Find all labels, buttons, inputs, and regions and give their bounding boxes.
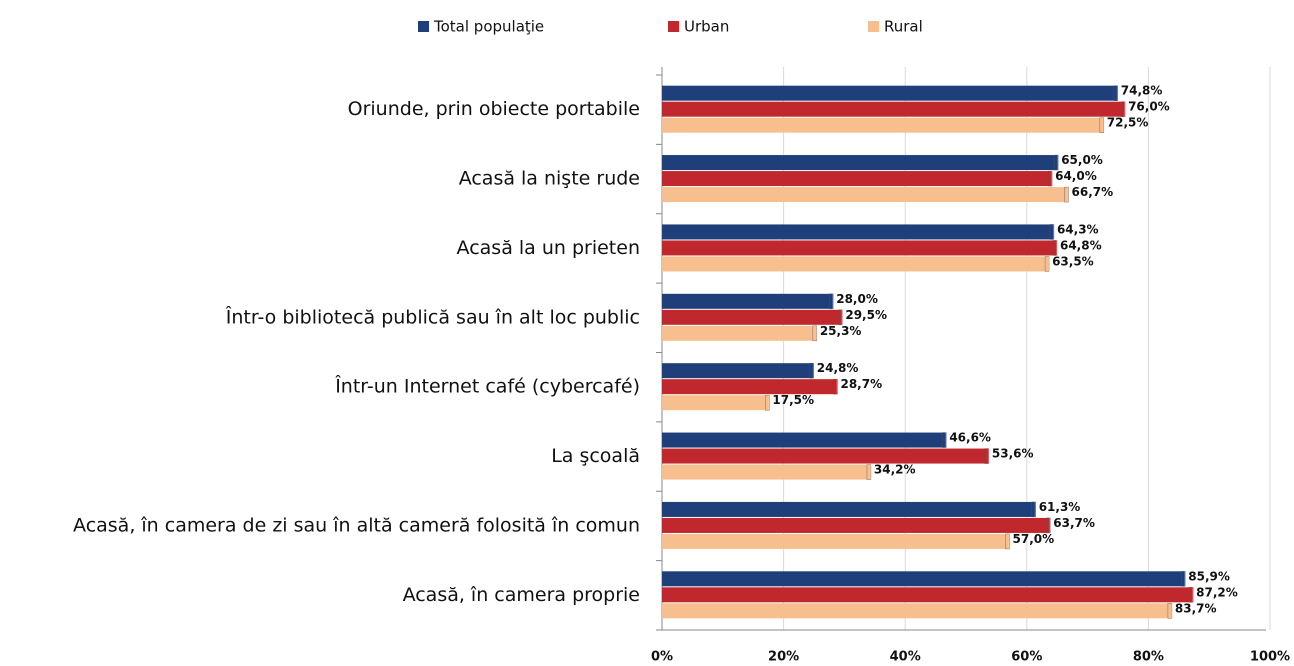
value-label: 87,2%: [1196, 585, 1238, 599]
x-tick-label: 60%: [1011, 650, 1042, 665]
bar: [662, 464, 870, 480]
bar-end: [838, 309, 843, 326]
bar: [662, 603, 1171, 619]
x-tick-label: 80%: [1133, 650, 1164, 665]
legend-label: Rural: [884, 18, 923, 36]
category-label: Acasă la un prieten: [457, 237, 640, 259]
bar: [662, 256, 1049, 272]
value-label: 46,6%: [949, 431, 991, 445]
value-label: 74,8%: [1121, 84, 1163, 98]
value-label: 53,6%: [992, 447, 1034, 461]
category-label: La şcoală: [551, 445, 640, 467]
value-label: 64,3%: [1057, 222, 1099, 236]
bar-end: [1053, 154, 1059, 171]
bar-end: [812, 325, 818, 342]
bar: [662, 587, 1193, 603]
bar-end: [1044, 256, 1050, 272]
bar: [662, 155, 1058, 171]
x-tick-label: 20%: [768, 650, 799, 665]
bar-end: [1047, 170, 1053, 187]
bar-end: [1120, 101, 1126, 117]
bar-end: [866, 464, 872, 480]
category-label: Acasă la nişte rude: [459, 168, 640, 190]
bar-end: [1031, 501, 1036, 518]
bar-end: [1181, 571, 1186, 587]
category-label: Într-o bibliotecă publică sau în alt loc…: [225, 305, 640, 328]
bar: [662, 187, 1068, 203]
bar: [662, 224, 1053, 240]
category-label: Acasă, în camera de zi sau în altă camer…: [73, 514, 640, 536]
value-label: 24,8%: [817, 361, 859, 375]
legend-label: Urban: [684, 18, 729, 36]
category-label: Oriunde, prin obiecte portabile: [348, 98, 640, 120]
bar: [662, 448, 988, 464]
x-tick-label: 100%: [1250, 650, 1290, 665]
bar: [662, 432, 946, 448]
value-label: 64,0%: [1055, 169, 1097, 183]
legend-swatch: [668, 21, 679, 32]
bar: [662, 309, 842, 325]
category-label: Acasă, în camera proprie: [403, 584, 640, 606]
bar: [662, 501, 1035, 517]
bar-end: [1064, 186, 1069, 203]
bar-end: [765, 394, 770, 411]
bar: [662, 171, 1052, 187]
value-label: 76,0%: [1128, 100, 1170, 114]
bar: [662, 293, 833, 309]
value-label: 66,7%: [1072, 185, 1114, 199]
x-tick-label: 40%: [890, 650, 921, 665]
x-tick-label: 0%: [651, 650, 673, 665]
legend-label: Total populaţie: [433, 18, 544, 36]
value-label: 72,5%: [1107, 116, 1149, 130]
value-label: 17,5%: [772, 393, 814, 407]
value-label: 61,3%: [1039, 500, 1081, 514]
value-label: 65,0%: [1061, 153, 1103, 167]
bar: [662, 533, 1009, 549]
legend-swatch: [868, 21, 879, 32]
value-label: 83,7%: [1175, 601, 1217, 615]
value-label: 28,0%: [836, 292, 878, 306]
bar: [662, 325, 816, 341]
bar-end: [984, 448, 990, 464]
value-label: 63,5%: [1052, 254, 1094, 268]
bar-end: [1099, 117, 1105, 133]
value-label: 63,7%: [1053, 516, 1095, 530]
bar-end: [1188, 587, 1194, 603]
bar-end: [1113, 85, 1119, 101]
legend-swatch: [418, 21, 429, 32]
bar-end: [1052, 240, 1058, 256]
bar: [662, 395, 769, 411]
value-label: 34,2%: [874, 463, 916, 477]
bar: [662, 571, 1185, 587]
bar: [662, 517, 1050, 533]
bar: [662, 363, 813, 379]
value-label: 64,8%: [1060, 238, 1102, 252]
bar-end: [942, 432, 947, 448]
bar: [662, 101, 1125, 117]
category-label: Într-un Internet café (cybercafé): [334, 375, 640, 398]
bar: [662, 85, 1117, 101]
value-label: 28,7%: [840, 377, 882, 391]
value-label: 29,5%: [845, 308, 887, 322]
bar-end: [809, 362, 815, 379]
bar: [662, 240, 1056, 256]
value-label: 25,3%: [820, 324, 862, 338]
value-label: 85,9%: [1188, 569, 1230, 583]
bar-end: [833, 378, 838, 395]
value-label: 57,0%: [1013, 532, 1055, 546]
bar-end: [828, 293, 834, 310]
bar-end: [1049, 224, 1055, 240]
bar: [662, 379, 837, 395]
bar: [662, 117, 1103, 133]
bar-end: [1046, 517, 1051, 534]
bar-end: [1167, 603, 1173, 619]
bar-end: [1005, 533, 1010, 550]
